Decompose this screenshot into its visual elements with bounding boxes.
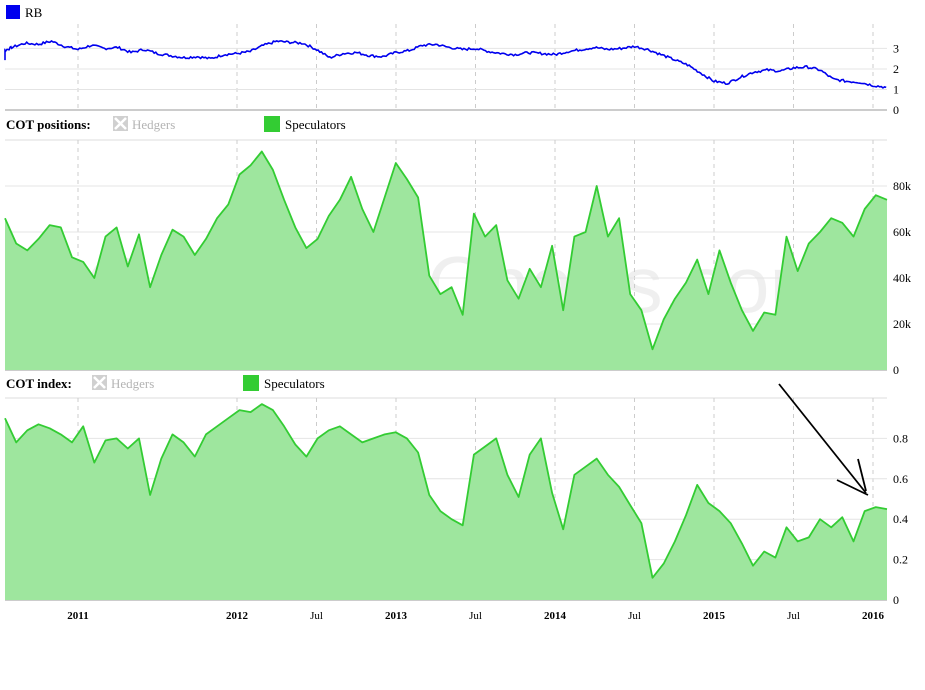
x-axis: 2011 2012 Jul 2013 Jul 2014 Jul 2015 Jul 2016 [67, 610, 884, 622]
arrow-short [857, 458, 867, 492]
y-tick-label: 0.8 [893, 431, 908, 445]
y-tick-label: 80k [893, 179, 911, 193]
hedgers-x-icon [93, 376, 106, 389]
x-tick-label: 2014 [544, 610, 567, 622]
speculators-positions-line [4, 150, 888, 351]
legend-hedgers-label: Hedgers [111, 376, 154, 391]
speculators-index-area [5, 404, 887, 600]
index-y-axis: 0 0.2 0.4 0.6 0.8 [893, 431, 908, 607]
index-series [4, 403, 888, 600]
legend-speculators-index[interactable]: Speculators [243, 375, 325, 391]
x-tick-label: 2015 [703, 610, 726, 622]
rb-series [4, 40, 887, 89]
x-tick-label: Jul [787, 610, 800, 622]
speculators-swatch [243, 375, 259, 391]
x-tick-label: Jul [310, 610, 323, 622]
rb-legend-label[interactable]: RB [25, 5, 43, 20]
x-tick-label: Jul [469, 610, 482, 622]
positions-series [4, 150, 888, 370]
y-tick-label: 0.2 [893, 553, 908, 567]
x-tick-label: 2016 [862, 610, 885, 622]
cot-index-title: COT index: [6, 376, 72, 391]
rb-legend-swatch[interactable] [6, 5, 20, 19]
y-tick-label: 20k [893, 317, 911, 331]
y-tick-label: 0 [893, 363, 899, 377]
arrow-long [778, 383, 867, 494]
positions-y-axis: 0 20k 40k 60k 80k [893, 179, 911, 377]
speculators-swatch [264, 116, 280, 132]
y-tick-label: 1 [893, 82, 899, 96]
arrow-head-stroke [836, 479, 869, 496]
x-tick-label: 2012 [226, 610, 249, 622]
rb-line [4, 40, 887, 89]
y-tick-label: 2 [893, 62, 899, 76]
annotation-arrows [778, 383, 869, 496]
y-tick-label: 3 [893, 41, 899, 55]
y-tick-label: 0 [893, 593, 899, 607]
legend-hedgers-label: Hedgers [132, 117, 175, 132]
y-tick-label: 0.6 [893, 472, 908, 486]
y-tick-label: 0.4 [893, 512, 908, 526]
y-tick-label: 40k [893, 271, 911, 285]
speculators-index-line [4, 403, 888, 579]
legend-hedgers-index[interactable]: Hedgers [92, 375, 154, 391]
legend-speculators-label: Speculators [285, 117, 346, 132]
legend-speculators-positions[interactable]: Speculators [264, 116, 346, 132]
legend-hedgers-positions[interactable]: Hedgers [113, 116, 175, 132]
y-tick-label: 60k [893, 225, 911, 239]
y-tick-label: 0 [893, 103, 899, 117]
hedgers-x-icon [114, 117, 127, 130]
x-tick-label: Jul [628, 610, 641, 622]
cot-positions-title: COT positions: [6, 117, 91, 132]
rb-y-axis: 0 1 2 3 [893, 41, 899, 117]
legend-speculators-label: Speculators [264, 376, 325, 391]
x-tick-label: 2011 [67, 610, 88, 622]
x-tick-label: 2013 [385, 610, 408, 622]
